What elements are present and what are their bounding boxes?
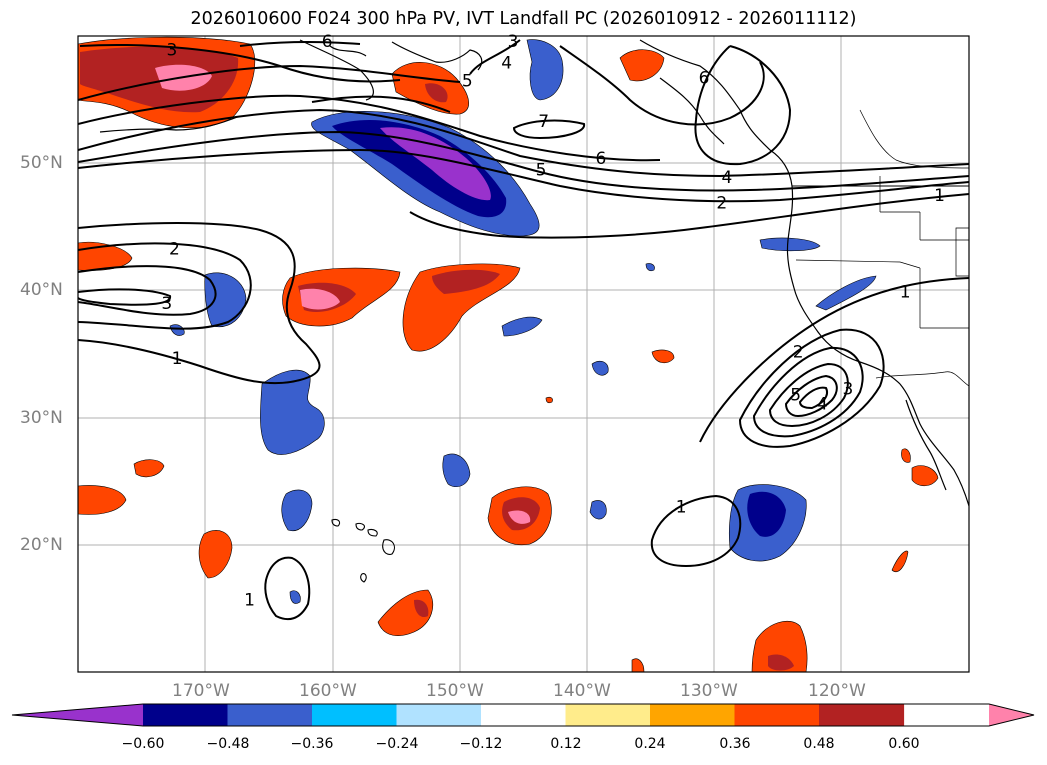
contour-label: 3 <box>166 41 177 61</box>
colorbar-segment <box>565 704 651 726</box>
contour-label: 5 <box>536 160 547 180</box>
colorbar-extend-min <box>12 704 143 726</box>
colorbar-extend-max <box>989 704 1034 726</box>
colorbar-segment <box>227 704 313 726</box>
contour-label: 2 <box>169 239 180 259</box>
lat-label-40n: 40°N <box>20 280 63 300</box>
contour-label: 3 <box>161 294 172 314</box>
colorbar-segment <box>481 704 567 726</box>
colorbar-segment <box>819 704 905 726</box>
lon-label-140w: 140°W <box>553 681 611 701</box>
contour-label: 6 <box>595 149 606 169</box>
lat-label-30n: 30°N <box>20 408 63 428</box>
colorbar-segment <box>734 704 820 726</box>
colorbar-tick-label: 0.48 <box>803 736 835 752</box>
contour-label: 5 <box>790 386 801 406</box>
contour-label: 1 <box>676 498 687 518</box>
contour-label: 1 <box>244 591 255 611</box>
colorbar-tick-label: 0.24 <box>634 736 666 752</box>
contour-label: 4 <box>817 395 828 415</box>
contour-label: 5 <box>462 71 473 91</box>
colorbar-tick-label: 0.36 <box>719 736 751 752</box>
colorbar-tick-label: −0.12 <box>459 736 503 752</box>
lon-label-170w: 170°W <box>172 681 230 701</box>
contour-label: 6 <box>699 69 710 89</box>
coastlines <box>99 39 969 507</box>
colorbar-tick-label: −0.60 <box>121 736 165 752</box>
contour-label: 4 <box>501 53 512 73</box>
colorbar-segment <box>143 704 229 726</box>
colorbar-tick-label: −0.36 <box>290 736 334 752</box>
lon-label-130w: 130°W <box>680 681 738 701</box>
pv-shading <box>78 36 939 672</box>
contour-label: 3 <box>842 379 853 399</box>
plot-title: 2026010600 F024 300 hPa PV, IVT Landfall… <box>190 9 857 29</box>
contour-label: 1 <box>934 186 945 206</box>
contour-label: 1 <box>900 283 911 303</box>
map-frame <box>77 35 970 673</box>
colorbar-segments <box>12 704 1034 726</box>
contour-label: 2 <box>716 193 727 213</box>
contour-label: 1 <box>172 349 183 369</box>
lon-label-150w: 150°W <box>426 681 484 701</box>
colorbar-segment <box>396 704 482 726</box>
colorbar-tick-label: −0.48 <box>206 736 250 752</box>
colorbar-outline <box>11 703 1035 727</box>
contour-label: 7 <box>538 112 549 132</box>
lon-label-120w: 120°W <box>808 681 866 701</box>
map-area <box>78 36 969 672</box>
lat-label-50n: 50°N <box>20 153 63 173</box>
ivt-contours <box>78 39 969 621</box>
contour-label: 3 <box>508 32 519 52</box>
lon-label-160w: 160°W <box>299 681 357 701</box>
colorbar-segment <box>312 704 398 726</box>
colorbar-tick-label: −0.24 <box>375 736 419 752</box>
contour-label: 6 <box>322 32 333 52</box>
colorbar-segment <box>650 704 736 726</box>
colorbar-tick-label: 0.60 <box>888 736 920 752</box>
contour-label: 4 <box>722 168 733 188</box>
hawaiian-islands <box>331 518 395 583</box>
contour-label: 2 <box>793 342 804 362</box>
lat-label-20n: 20°N <box>20 535 63 555</box>
colorbar <box>11 703 1035 727</box>
colorbar-tick-label: 0.12 <box>550 736 582 752</box>
